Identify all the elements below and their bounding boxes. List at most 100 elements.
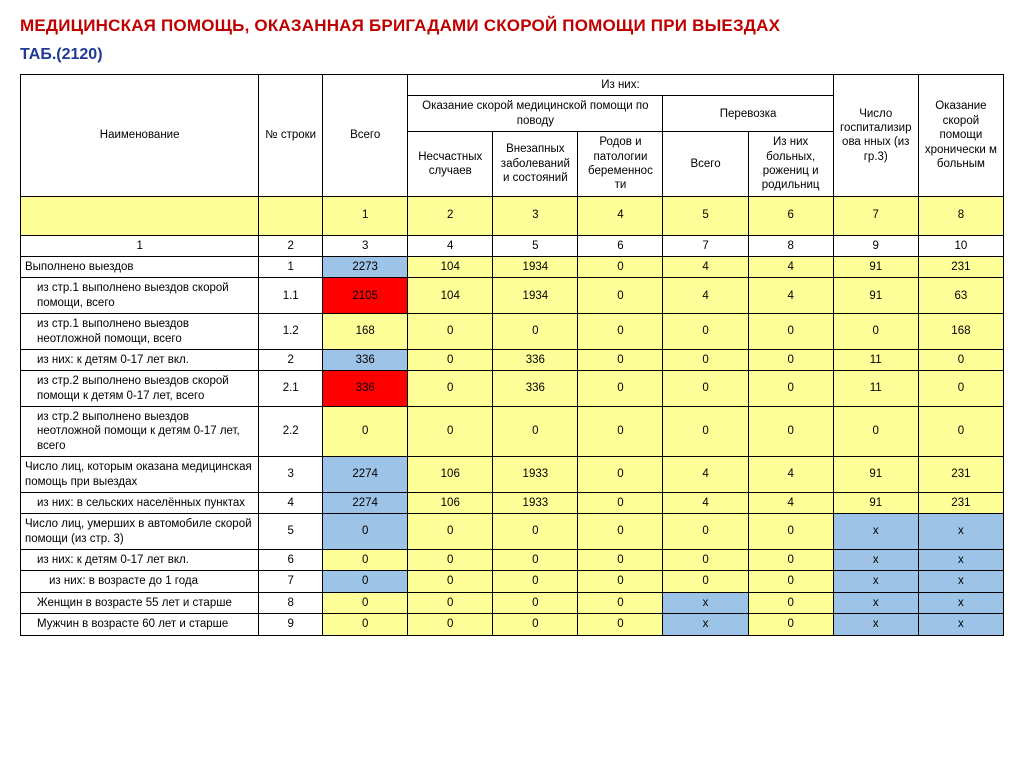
data-cell: x [918,571,1003,592]
data-cell: 0 [663,514,748,550]
data-cell: 106 [408,457,493,493]
data-cell: x [918,550,1003,571]
data-cell: 0 [578,314,663,350]
table-row: из стр.2 выполнено выездов скорой помощи… [21,371,1004,407]
data-cell: 104 [408,278,493,314]
data-cell: x [833,614,918,635]
row-number: 2.2 [259,407,323,457]
data-cell: 0 [578,514,663,550]
data-cell: 0 [408,371,493,407]
data-cell: 0 [833,314,918,350]
col-number-cell: 4 [408,235,493,256]
table-row: из стр.1 выполнено выездов неотложной по… [21,314,1004,350]
data-cell: 0 [663,407,748,457]
row-number: 1.2 [259,314,323,350]
data-cell: 0 [748,514,833,550]
data-cell: 4 [663,257,748,278]
row-name: Число лиц, которым оказана медицинская п… [21,457,259,493]
data-cell: 0 [748,349,833,370]
data-cell: 0 [663,349,748,370]
data-cell: 0 [323,514,408,550]
table-header: Наименование № строки Всего Из них: Числ… [21,75,1004,197]
data-cell: 0 [323,571,408,592]
data-cell: 63 [918,278,1003,314]
data-cell: 0 [578,457,663,493]
data-cell: 0 [578,614,663,635]
data-cell: 0 [578,407,663,457]
data-cell: x [833,514,918,550]
hdr-rownum: № строки [259,75,323,197]
col-index-cell: 6 [748,196,833,235]
data-cell: 1933 [493,457,578,493]
data-cell: 4 [663,492,748,513]
data-cell: 0 [578,257,663,278]
hdr-tr-total: Всего [663,132,748,197]
col-number-cell: 9 [833,235,918,256]
page-title: МЕДИЦИНСКАЯ ПОМОЩЬ, ОКАЗАННАЯ БРИГАДАМИ … [20,16,1004,36]
data-cell: 0 [578,550,663,571]
col-index-cell: 3 [493,196,578,235]
table-row: из них: к детям 0-17 лет вкл.6000000xx [21,550,1004,571]
row-number: 1.1 [259,278,323,314]
data-cell: 0 [408,614,493,635]
table-row: Число лиц, которым оказана медицинская п… [21,457,1004,493]
row-name: из них: к детям 0-17 лет вкл. [21,349,259,370]
data-cell: x [833,592,918,613]
data-cell: 336 [323,371,408,407]
row-number: 9 [259,614,323,635]
data-cell: 0 [493,550,578,571]
data-cell: 91 [833,278,918,314]
data-cell: 91 [833,492,918,513]
table-row: Выполнено выездов12273104193404491231 [21,257,1004,278]
data-cell: 0 [748,371,833,407]
data-cell: 4 [748,257,833,278]
row-name: из них: в возрасте до 1 года [21,571,259,592]
data-cell: 0 [408,349,493,370]
data-cell: 2274 [323,492,408,513]
table-code: ТАБ.(2120) [20,46,1004,64]
data-cell: 0 [748,592,833,613]
data-cell: 0 [578,592,663,613]
col-number-cell: 3 [323,235,408,256]
data-cell: 1934 [493,257,578,278]
data-cell: 0 [918,371,1003,407]
row-number: 2 [259,349,323,370]
data-cell: 0 [493,571,578,592]
data-cell: 0 [578,492,663,513]
data-cell: 0 [408,407,493,457]
data-cell: 0 [748,614,833,635]
data-cell: 0 [408,314,493,350]
data-cell: 231 [918,457,1003,493]
hdr-total: Всего [323,75,408,197]
row-name: из стр.1 выполнено выездов скорой помощи… [21,278,259,314]
column-index-row: 12345678 [21,196,1004,235]
col-number-cell: 8 [748,235,833,256]
table-row: Мужчин в возрасте 60 лет и старше90000x0… [21,614,1004,635]
data-cell: 336 [493,349,578,370]
table-row: из стр.2 выполнено выездов неотложной по… [21,407,1004,457]
col-index-cell [21,196,259,235]
data-cell: x [918,614,1003,635]
table-row: из них: в возрасте до 1 года7000000xx [21,571,1004,592]
data-cell: 2273 [323,257,408,278]
hdr-tr-sick: Из них больных, рожениц и родильниц [748,132,833,197]
data-cell: 4 [748,457,833,493]
data-cell: 0 [323,407,408,457]
col-index-cell [259,196,323,235]
table-row: из стр.1 выполнено выездов скорой помощи… [21,278,1004,314]
table-row: из них: к детям 0-17 лет вкл.23360336000… [21,349,1004,370]
col-number-cell: 10 [918,235,1003,256]
data-cell: 1934 [493,278,578,314]
data-cell: 0 [748,550,833,571]
col-number-cell: 2 [259,235,323,256]
col-number-cell: 6 [578,235,663,256]
hdr-aid-reason: Оказание скорой медицинской помощи по по… [408,96,663,132]
hdr-hospitalized: Число госпитализирова нных (из гр.3) [833,75,918,197]
hdr-name: Наименование [21,75,259,197]
data-cell: 0 [408,550,493,571]
row-name: Число лиц, умерших в автомобиле скорой п… [21,514,259,550]
hdr-chronic: Оказание скорой помощи хронически м боль… [918,75,1003,197]
column-number-row: 12345678910 [21,235,1004,256]
table-row: из них: в сельских населённых пунктах422… [21,492,1004,513]
data-cell: 0 [918,407,1003,457]
